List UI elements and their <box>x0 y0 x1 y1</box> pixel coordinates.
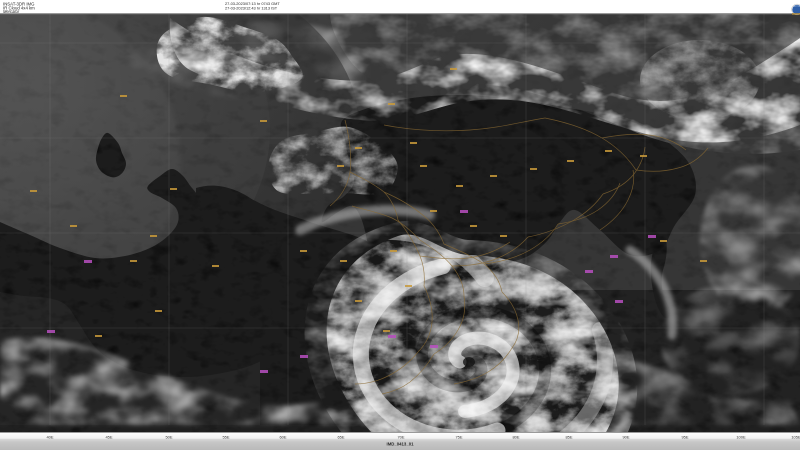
svg-text:50E: 50E <box>165 435 172 440</box>
svg-text:85E: 85E <box>565 435 572 440</box>
svg-text:45E: 45E <box>105 435 112 440</box>
svg-text:100E: 100E <box>736 435 746 440</box>
svg-text:IMD_0413_01: IMD_0413_01 <box>387 442 415 447</box>
svg-text:55E: 55E <box>222 435 229 440</box>
svg-text:75E: 75E <box>455 435 462 440</box>
svg-text:40E: 40E <box>46 435 53 440</box>
svg-text:95E: 95E <box>681 435 688 440</box>
svg-text:Mercator: Mercator <box>3 9 20 14</box>
svg-text:65E: 65E <box>337 435 344 440</box>
svg-text:27-03-2023/12:43 hr 1313 IST: 27-03-2023/12:43 hr 1313 IST <box>225 5 278 10</box>
svg-text:90E: 90E <box>622 435 629 440</box>
svg-text:60E: 60E <box>279 435 286 440</box>
svg-text:70E: 70E <box>397 435 404 440</box>
svg-text:105E: 105E <box>791 435 800 440</box>
svg-text:80E: 80E <box>512 435 519 440</box>
